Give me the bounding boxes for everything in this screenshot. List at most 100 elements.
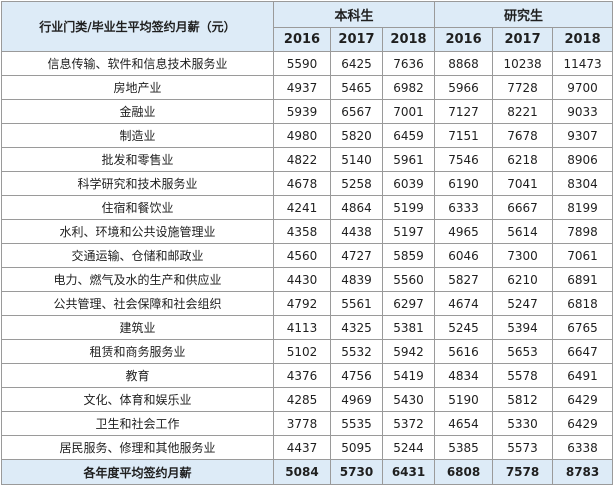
- salary-cell: 4756: [330, 363, 383, 388]
- salary-cell: 4965: [434, 219, 494, 244]
- salary-cell: 4727: [330, 243, 383, 268]
- group-header-undergraduate: 本科生: [272, 1, 436, 28]
- industry-cell: 交通运输、仓储和邮政业: [1, 243, 274, 268]
- salary-cell: 4113: [273, 315, 331, 340]
- salary-cell: 4937: [273, 75, 331, 100]
- salary-cell: 4438: [330, 219, 383, 244]
- salary-cell: 4430: [273, 267, 331, 292]
- salary-cell: 5199: [381, 195, 436, 220]
- table-row: 建筑业 4113 4325 5381 5245 5394 6765: [1, 315, 614, 340]
- average-salary-cell: 8783: [552, 459, 614, 485]
- salary-cell: 4560: [273, 243, 331, 268]
- salary-cell: 8199: [552, 195, 614, 220]
- industry-cell: 住宿和餐饮业: [1, 195, 274, 220]
- salary-cell: 5535: [330, 411, 383, 436]
- year-header: 2018: [552, 27, 614, 52]
- salary-cell: 5578: [492, 363, 554, 388]
- industry-cell: 建筑业: [1, 315, 274, 340]
- salary-cell: 5419: [381, 363, 436, 388]
- salary-cell: 5616: [434, 339, 494, 364]
- table-row: 文化、体育和娱乐业 4285 4969 5430 5190 5812 6429: [1, 387, 614, 412]
- year-header: 2017: [330, 27, 383, 52]
- salary-cell: 4376: [273, 363, 331, 388]
- salary-cell: 9307: [552, 123, 614, 148]
- salary-cell: 5247: [492, 291, 554, 316]
- salary-cell: 5140: [330, 147, 383, 172]
- salary-cell: 4358: [273, 219, 331, 244]
- salary-cell: 5573: [492, 435, 554, 460]
- salary-cell: 5244: [381, 435, 436, 460]
- salary-cell: 6667: [492, 195, 554, 220]
- salary-cell: 5190: [434, 387, 494, 412]
- table-row: 居民服务、修理和其他服务业 4437 5095 5244 5385 5573 6338: [1, 435, 614, 460]
- salary-cell: 5430: [381, 387, 436, 412]
- table-row: 制造业 4980 5820 6459 7151 7678 9307: [1, 123, 614, 148]
- salary-cell: 6039: [381, 171, 436, 196]
- table-row: 卫生和社会工作 3778 5535 5372 4654 5330 6429: [1, 411, 614, 436]
- salary-cell: 6982: [381, 75, 436, 100]
- salary-cell: 6218: [492, 147, 554, 172]
- salary-cell: 3778: [273, 411, 331, 436]
- year-header: 2017: [492, 27, 554, 52]
- salary-cell: 4864: [330, 195, 383, 220]
- table-header: 行业门类/毕业生平均签约月薪（元） 本科生 研究生 2016 2017 2018 20…: [1, 1, 614, 52]
- table-row: 公共管理、社会保障和社会组织 4792 5561 6297 4674 5247 6818: [1, 291, 614, 316]
- salary-cell: 5465: [330, 75, 383, 100]
- salary-cell: 5560: [381, 267, 436, 292]
- year-header: 2016: [273, 27, 331, 52]
- salary-cell: 4674: [434, 291, 494, 316]
- table-row: 房地产业 4937 5465 6982 5966 7728 9700: [1, 75, 614, 100]
- salary-cell: 6429: [552, 411, 614, 436]
- table-row: 信息传输、软件和信息技术服务业 5590 6425 7636 8868 10238 1147…: [1, 51, 614, 76]
- table-footer: 各年度平均签约月薪 5084 5730 6431 6808 7578 8783: [1, 459, 614, 485]
- salary-cell: 7728: [492, 75, 554, 100]
- industry-cell: 居民服务、修理和其他服务业: [1, 435, 274, 460]
- average-salary-cell: 6808: [434, 459, 494, 485]
- salary-cell: 6210: [492, 267, 554, 292]
- salary-cell: 6459: [381, 123, 436, 148]
- salary-cell: 8304: [552, 171, 614, 196]
- salary-cell: 7678: [492, 123, 554, 148]
- salary-cell: 7061: [552, 243, 614, 268]
- salary-cell: 6491: [552, 363, 614, 388]
- table-row: 交通运输、仓储和邮政业 4560 4727 5859 6046 7300 7061: [1, 243, 614, 268]
- table-row: 科学研究和技术服务业 4678 5258 6039 6190 7041 8304: [1, 171, 614, 196]
- table-row: 电力、燃气及水的生产和供应业 4430 4839 5560 5827 6210 6891: [1, 267, 614, 292]
- salary-cell: 7546: [434, 147, 494, 172]
- salary-cell: 5385: [434, 435, 494, 460]
- salary-cell: 5942: [381, 339, 436, 364]
- salary-cell: 9700: [552, 75, 614, 100]
- salary-cell: 7636: [381, 51, 436, 76]
- salary-cell: 6190: [434, 171, 494, 196]
- salary-cell: 5961: [381, 147, 436, 172]
- industry-cell: 租赁和商务服务业: [1, 339, 274, 364]
- salary-cell: 5532: [330, 339, 383, 364]
- salary-cell: 11473: [552, 51, 614, 76]
- salary-cell: 5820: [330, 123, 383, 148]
- salary-cell: 7127: [434, 99, 494, 124]
- salary-cell: 7151: [434, 123, 494, 148]
- salary-cell: 4969: [330, 387, 383, 412]
- salary-cell: 6425: [330, 51, 383, 76]
- salary-cell: 4980: [273, 123, 331, 148]
- salary-cell: 5330: [492, 411, 554, 436]
- table-body: 信息传输、软件和信息技术服务业 5590 6425 7636 8868 10238 1147…: [1, 51, 614, 460]
- salary-cell: 5102: [273, 339, 331, 364]
- salary-cell: 9033: [552, 99, 614, 124]
- industry-cell: 公共管理、社会保障和社会组织: [1, 291, 274, 316]
- salary-cell: 6891: [552, 267, 614, 292]
- table-row: 租赁和商务服务业 5102 5532 5942 5616 5653 6647: [1, 339, 614, 364]
- salary-cell: 4654: [434, 411, 494, 436]
- salary-cell: 6338: [552, 435, 614, 460]
- year-header: 2016: [434, 27, 494, 52]
- salary-cell: 5812: [492, 387, 554, 412]
- industry-cell: 金融业: [1, 99, 274, 124]
- industry-cell: 教育: [1, 363, 274, 388]
- salary-cell: 5561: [330, 291, 383, 316]
- salary-cell: 5653: [492, 339, 554, 364]
- industry-cell: 电力、燃气及水的生产和供应业: [1, 267, 274, 292]
- footer-row: 各年度平均签约月薪 5084 5730 6431 6808 7578 8783: [1, 459, 614, 485]
- salary-cell: 4325: [330, 315, 383, 340]
- salary-cell: 6647: [552, 339, 614, 364]
